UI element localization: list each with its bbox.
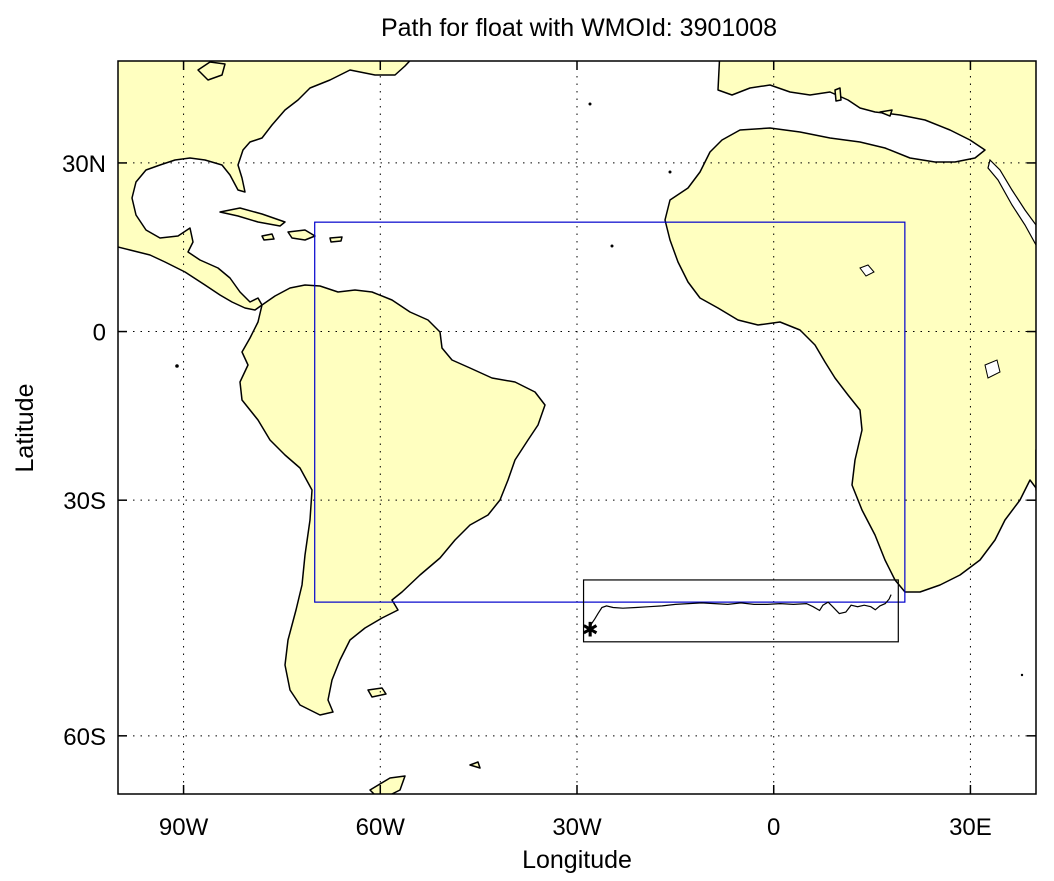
- land-south-georgia: [469, 761, 481, 769]
- x-tick-label: 30E: [949, 814, 992, 841]
- land-st-helena: [1020, 673, 1024, 677]
- path-box: [582, 579, 899, 643]
- land-madagascar: [1035, 448, 1036, 492]
- land-africa-europe: [664, 61, 1036, 593]
- float-path: [589, 594, 892, 630]
- float-start-marker: ✱: [582, 617, 599, 641]
- x-tick-label: 0: [767, 814, 780, 841]
- red-sea: [987, 158, 1036, 246]
- x-tick-label: 90W: [159, 814, 209, 841]
- land-jamaica: [261, 233, 275, 241]
- region-box: [314, 221, 906, 603]
- land-azores: [588, 102, 592, 106]
- land-cuba: [219, 207, 286, 227]
- land-south-america: [239, 284, 546, 716]
- land-hispaniola: [287, 229, 316, 241]
- land-antarctic-peninsula: [369, 775, 406, 794]
- tick-layer: 90W 60W 30W 0 30E 30N 0 30S 60S: [62, 61, 1036, 841]
- x-tick-label: 30W: [552, 814, 602, 841]
- grid-layer: [118, 61, 1036, 794]
- land-galapagos: [175, 364, 179, 368]
- land-north-america: [118, 61, 411, 311]
- land-sicily: [879, 109, 893, 117]
- lake-victoria: [984, 359, 1001, 379]
- x-tick-label: 60W: [356, 814, 406, 841]
- x-axis-title: Longitude: [522, 846, 632, 874]
- land-greenland: [197, 61, 226, 81]
- land-layer: [118, 61, 1036, 794]
- land-cape-verde: [610, 244, 614, 248]
- map-title: Path for float with WMOId: 3901008: [381, 14, 777, 42]
- land-falklands: [367, 687, 387, 698]
- land-sardinia: [834, 87, 842, 102]
- land-canary-islands: [668, 170, 672, 174]
- y-axis-title: Latitude: [11, 384, 39, 473]
- y-tick-label: 60S: [63, 724, 106, 751]
- lake-chad: [859, 264, 875, 277]
- y-tick-label: 30N: [62, 151, 106, 178]
- y-tick-label: 0: [93, 320, 106, 347]
- land-puerto-rico: [329, 236, 343, 243]
- y-tick-label: 30S: [63, 488, 106, 515]
